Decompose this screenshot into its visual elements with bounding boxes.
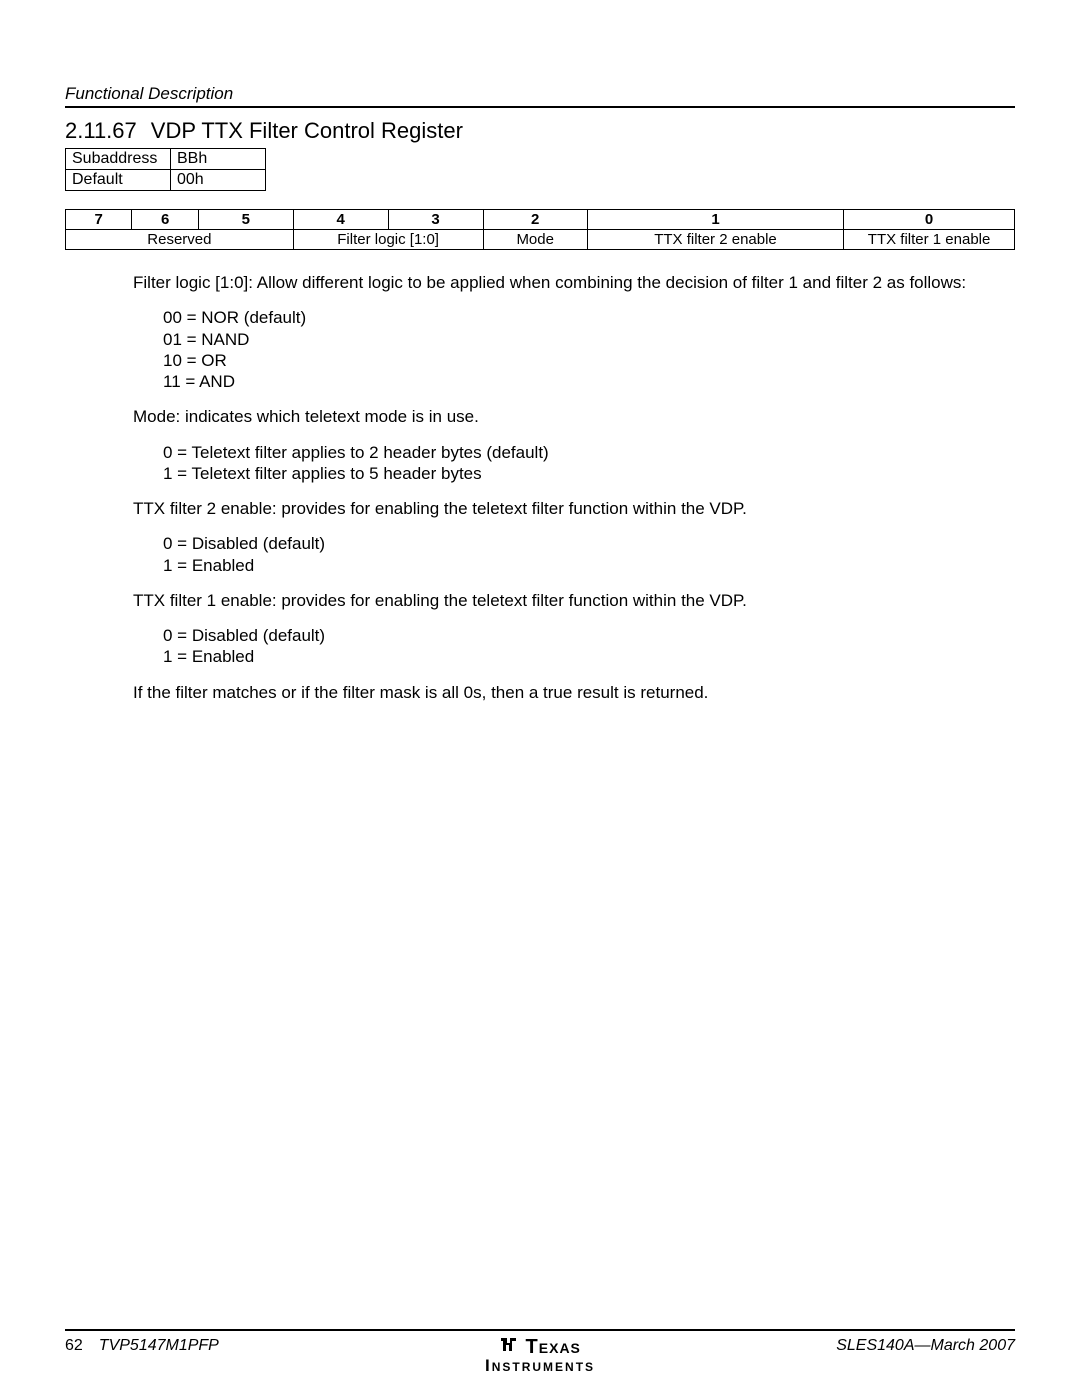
bit-number: 6 [132,210,198,230]
footer-right: SLES140A—March 2007 [836,1337,1015,1355]
page-number: 62 [65,1337,83,1354]
subaddr-label: Default [66,170,171,191]
section-heading: VDP TTX Filter Control Register [151,118,463,143]
bit-number: 5 [198,210,293,230]
header-label: Functional Description [65,84,233,103]
ti-logo-top: Texas [526,1336,581,1358]
subaddr-value: BBh [171,149,266,170]
para-filter2: TTX filter 2 enable: provides for enabli… [133,498,1015,519]
bit-field-row: ReservedFilter logic [1:0]ModeTTX filter… [66,230,1015,250]
bit-field: TTX filter 2 enable [587,230,843,250]
subaddr-value: 00h [171,170,266,191]
list-item: 01 = NAND [163,329,1015,350]
filter1-list: 0 = Disabled (default)1 = Enabled [163,625,1015,668]
body-text: Filter logic [1:0]: Allow different logi… [133,272,1015,703]
bit-number: 3 [388,210,483,230]
ti-logo-icon [499,1335,519,1359]
mode-list: 0 = Teletext filter applies to 2 header … [163,442,1015,485]
para-note: If the filter matches or if the filter m… [133,682,1015,703]
list-item: 11 = AND [163,371,1015,392]
list-item: 0 = Disabled (default) [163,625,1015,646]
list-item: 0 = Teletext filter applies to 2 header … [163,442,1015,463]
bit-field: Mode [483,230,587,250]
para-filter1: TTX filter 1 enable: provides for enabli… [133,590,1015,611]
subaddr-row: Default00h [66,170,266,191]
filter2-list: 0 = Disabled (default)1 = Enabled [163,533,1015,576]
bit-number: 1 [587,210,843,230]
bitfield-table: 76543210 ReservedFilter logic [1:0]ModeT… [65,209,1015,250]
section-title: 2.11.67 VDP TTX Filter Control Register [65,118,1015,144]
footer-part: TVP5147M1PFP [99,1337,219,1354]
page: Functional Description 2.11.67 VDP TTX Fi… [0,0,1080,1397]
list-item: 0 = Disabled (default) [163,533,1015,554]
bit-number: 2 [483,210,587,230]
filter-logic-list: 00 = NOR (default)01 = NAND10 = OR11 = A… [163,307,1015,392]
para-mode: Mode: indicates which teletext mode is i… [133,406,1015,427]
bit-number: 4 [293,210,388,230]
bit-header-row: 76543210 [66,210,1015,230]
page-footer: 62TVP5147M1PFP Texas Instruments SLES140… [65,1329,1015,1355]
list-item: 1 = Enabled [163,646,1015,667]
list-item: 00 = NOR (default) [163,307,1015,328]
list-item: 1 = Enabled [163,555,1015,576]
para-filter-logic: Filter logic [1:0]: Allow different logi… [133,272,1015,293]
bit-field: Filter logic [1:0] [293,230,483,250]
subaddr-label: Subaddress [66,149,171,170]
ti-logo: Texas Instruments [485,1335,595,1374]
ti-logo-bottom: Instruments [485,1357,595,1374]
bit-number: 0 [844,210,1015,230]
subaddr-row: SubaddressBBh [66,149,266,170]
footer-left: 62 TVP5147M1PFP [65,1337,219,1355]
bit-field: Reserved [66,230,294,250]
list-item: 1 = Teletext filter applies to 5 header … [163,463,1015,484]
bit-field: TTX filter 1 enable [844,230,1015,250]
subaddress-table: SubaddressBBhDefault00h [65,148,266,191]
section-number: 2.11.67 [65,118,137,144]
list-item: 10 = OR [163,350,1015,371]
bit-number: 7 [66,210,132,230]
running-header: Functional Description [65,84,1015,108]
